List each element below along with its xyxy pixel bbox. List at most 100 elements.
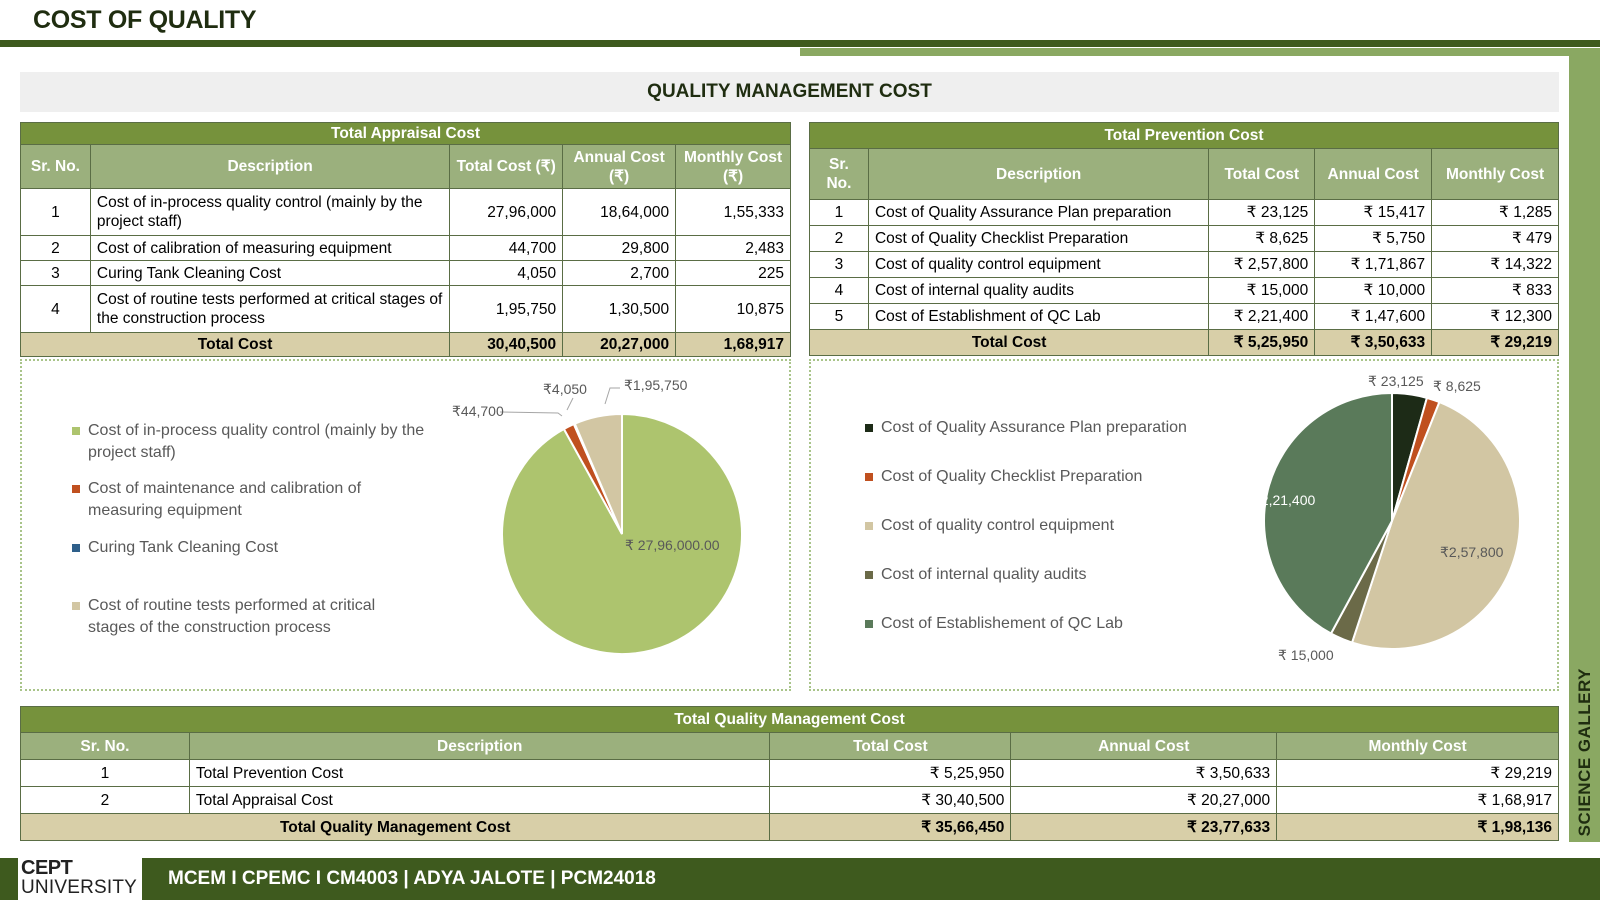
table-row: 3 Curing Tank Cleaning Cost 4,050 2,700 … (20, 260, 791, 286)
cell-total: ₹ 23,125 (1208, 199, 1316, 226)
legend-swatch (865, 424, 873, 432)
table-row: 2 Total Appraisal Cost ₹ 30,40,500 ₹ 20,… (20, 786, 1559, 814)
section-title: QUALITY MANAGEMENT COST (20, 72, 1559, 112)
col-header-total: Total Cost (₹) (449, 144, 564, 189)
table-row: 1 Cost of Quality Assurance Plan prepara… (809, 199, 1559, 226)
data-label: ₹ 27,96,000.00 (625, 537, 720, 553)
legend-item: Cost of quality control equipment (865, 515, 1225, 537)
logo-text-bottom: UNIVERSITY (21, 877, 138, 898)
cell-annual: 2,700 (562, 260, 677, 286)
legend-label: Cost of internal quality audits (881, 566, 1087, 583)
header-rule (0, 40, 1600, 47)
footer-bar (0, 858, 1600, 900)
university-logo (18, 858, 142, 900)
cell-monthly: ₹ 479 (1431, 225, 1559, 252)
legend-label: Cost of in-process quality control (main… (88, 422, 425, 461)
cell-total: 1,95,750 (449, 285, 564, 333)
appraisal-table: Total Appraisal Cost Sr. No. Description… (19, 122, 791, 357)
cell-total: ₹ 15,000 (1208, 277, 1316, 304)
data-label: ₹ 15,000 (1278, 647, 1334, 663)
cell-sr: 2 (809, 225, 869, 252)
col-header-monthly: Monthly Cost (₹) (675, 144, 791, 189)
legend-swatch (865, 473, 873, 481)
col-header-sr: Sr. No. (20, 144, 91, 189)
side-label: SCIENCE GALLERY (1569, 56, 1600, 836)
legend-label: Curing Tank Cleaning Cost (88, 539, 279, 556)
cell-monthly: ₹ 833 (1431, 277, 1559, 304)
col-header-total: Total Cost (769, 732, 1012, 760)
total-annual: ₹ 3,50,633 (1314, 329, 1433, 356)
legend-swatch (865, 620, 873, 628)
cell-description: Cost of quality control equipment (867, 251, 1210, 278)
cell-total: ₹ 8,625 (1208, 225, 1316, 252)
legend-label: Cost of quality control equipment (881, 517, 1115, 534)
col-header-annual: Annual Cost (1010, 732, 1278, 760)
table-row: 1 Total Prevention Cost ₹ 5,25,950 ₹ 3,5… (20, 759, 1559, 787)
leader-line (566, 397, 574, 411)
col-header-monthly: Monthly Cost (1276, 732, 1559, 760)
data-label: ₹ 2,21,400 (1248, 492, 1316, 508)
cell-annual: ₹ 1,47,600 (1314, 303, 1433, 330)
data-label: ₹2,57,800 (1440, 544, 1504, 560)
table-row: 1 Cost of in-process quality control (ma… (20, 188, 791, 236)
cell-annual: ₹ 1,71,867 (1314, 251, 1433, 278)
total-row: Total Cost 30,40,500 20,27,000 1,68,917 (19, 332, 791, 357)
cell-sr: 5 (809, 303, 869, 330)
cell-annual: 1,30,500 (562, 285, 677, 333)
table-row: 4 Cost of internal quality audits ₹ 15,0… (809, 277, 1559, 304)
cell-total: 44,700 (449, 235, 564, 261)
cell-monthly: ₹ 29,219 (1276, 759, 1559, 787)
legend-swatch (72, 485, 80, 493)
pie-slice (1350, 400, 1521, 650)
total-monthly: ₹ 29,219 (1431, 329, 1559, 356)
cell-description: Total Prevention Cost (188, 759, 771, 787)
legend-label: Cost of Quality Checklist Preparation (881, 468, 1143, 485)
cell-description: Cost of Establishment of QC Lab (867, 303, 1210, 330)
cell-annual: ₹ 20,27,000 (1010, 786, 1278, 814)
cell-total: ₹ 30,40,500 (769, 786, 1012, 814)
legend-item: Cost of Quality Assurance Plan preparati… (865, 417, 1225, 439)
legend-item: Cost of Establishement of QC Lab (865, 613, 1225, 635)
data-label: ₹4,050 (543, 381, 587, 397)
leader-line (604, 387, 620, 405)
total-label: Total Cost (808, 329, 1210, 356)
leader-line (499, 411, 563, 417)
cell-description: Cost of Quality Assurance Plan preparati… (867, 199, 1210, 226)
col-header-description: Description (188, 732, 771, 760)
legend-label: Cost of routine tests performed at criti… (88, 597, 376, 636)
legend-swatch (72, 602, 80, 610)
cell-monthly: 2,483 (675, 235, 791, 261)
cell-total: ₹ 2,57,800 (1208, 251, 1316, 278)
data-label: ₹ 23,125 (1368, 373, 1424, 389)
table-row: 5 Cost of Establishment of QC Lab ₹ 2,21… (809, 303, 1559, 330)
table-row: 2 Cost of calibration of measuring equip… (20, 235, 791, 261)
total-row: Total Cost ₹ 5,25,950 ₹ 3,50,633 ₹ 29,21… (808, 329, 1559, 356)
total-row: Total Quality Management Cost ₹ 35,66,45… (19, 813, 1559, 841)
col-header-sr: Sr. No. (20, 732, 190, 760)
summary-caption: Total Quality Management Cost (20, 706, 1559, 733)
footer-text: MCEM I CPEMC I CM4003 | ADYA JALOTE | PC… (168, 868, 656, 889)
page-title: COST OF QUALITY (33, 6, 257, 34)
table-row: 4 Cost of routine tests performed at cri… (20, 285, 791, 333)
cell-description: Cost of internal quality audits (867, 277, 1210, 304)
cell-sr: 1 (809, 199, 869, 226)
col-header-sr: Sr. No. (809, 148, 869, 200)
legend-label: Cost of maintenance and calibration of m… (88, 480, 362, 519)
cell-total: 27,96,000 (449, 188, 564, 236)
col-header-description: Description (867, 148, 1210, 200)
total-label: Total Quality Management Cost (19, 813, 771, 841)
data-label: ₹ 8,625 (1433, 378, 1481, 394)
legend-item: Cost of internal quality audits (865, 564, 1225, 586)
cell-description: Total Appraisal Cost (188, 786, 771, 814)
cell-total: ₹ 2,21,400 (1208, 303, 1316, 330)
total-label: Total Cost (19, 332, 451, 357)
legend-swatch (865, 571, 873, 579)
legend-item: Cost of routine tests performed at criti… (72, 595, 412, 639)
total-monthly: 1,68,917 (675, 332, 791, 357)
pie-slice (573, 412, 623, 535)
cell-sr: 3 (20, 260, 91, 286)
cell-annual: ₹ 3,50,633 (1010, 759, 1278, 787)
cell-annual: 29,800 (562, 235, 677, 261)
legend-swatch (72, 544, 80, 552)
total-annual: ₹ 23,77,633 (1010, 813, 1278, 841)
